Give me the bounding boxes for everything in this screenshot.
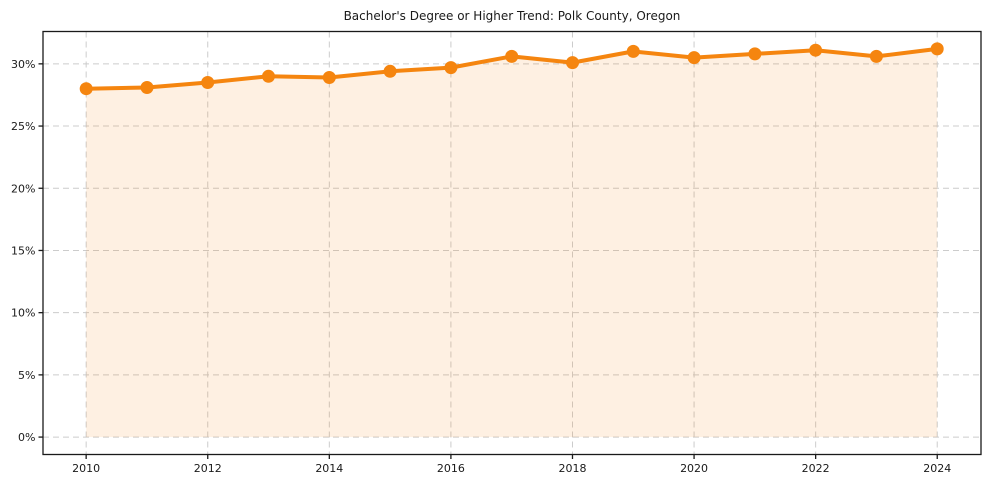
data-point-2014 (322, 71, 336, 84)
data-point-2020 (687, 51, 701, 65)
data-point-2023 (869, 49, 883, 63)
y-tick-label: 25% (11, 120, 35, 133)
y-tick-label: 30% (11, 58, 35, 71)
data-point-2012 (201, 76, 215, 89)
area-fill (86, 48, 938, 438)
x-tick-label: 2024 (923, 462, 951, 475)
x-tick-label: 2016 (437, 462, 465, 475)
y-tick-label: 15% (11, 244, 35, 257)
data-point-2022 (809, 43, 823, 57)
data-point-2016 (444, 61, 458, 75)
data-point-2024 (930, 42, 944, 56)
area-layer (86, 48, 938, 438)
x-tick-label: 2010 (72, 462, 100, 475)
data-point-2018 (566, 56, 579, 70)
data-point-2013 (262, 69, 275, 83)
y-tick-label: 0% (18, 431, 35, 444)
series-layer (79, 42, 944, 96)
x-tick-label: 2018 (558, 462, 586, 475)
x-tick-label: 2012 (194, 462, 222, 475)
x-tick-label: 2014 (315, 462, 343, 475)
y-tick-label: 5% (18, 369, 35, 382)
y-tick-label: 20% (11, 182, 35, 195)
chart-title: Bachelor's Degree or Higher Trend: Polk … (344, 9, 681, 23)
x-tick-label: 2022 (802, 462, 830, 475)
data-point-2015 (383, 64, 397, 78)
data-point-2021 (748, 47, 762, 61)
data-point-2019 (626, 44, 640, 58)
axes-layer: 2010 2012 2014 2016 2018 2020 2022 2024 0% 5% 10% 1… (11, 30, 982, 475)
data-point-2017 (505, 49, 519, 63)
grid-layer (43, 31, 981, 455)
data-point-2011 (140, 81, 154, 94)
data-point-2010 (79, 82, 93, 96)
y-tick-label: 10% (11, 307, 35, 320)
x-tick-label: 2020 (680, 462, 708, 475)
plot-border (42, 30, 982, 456)
